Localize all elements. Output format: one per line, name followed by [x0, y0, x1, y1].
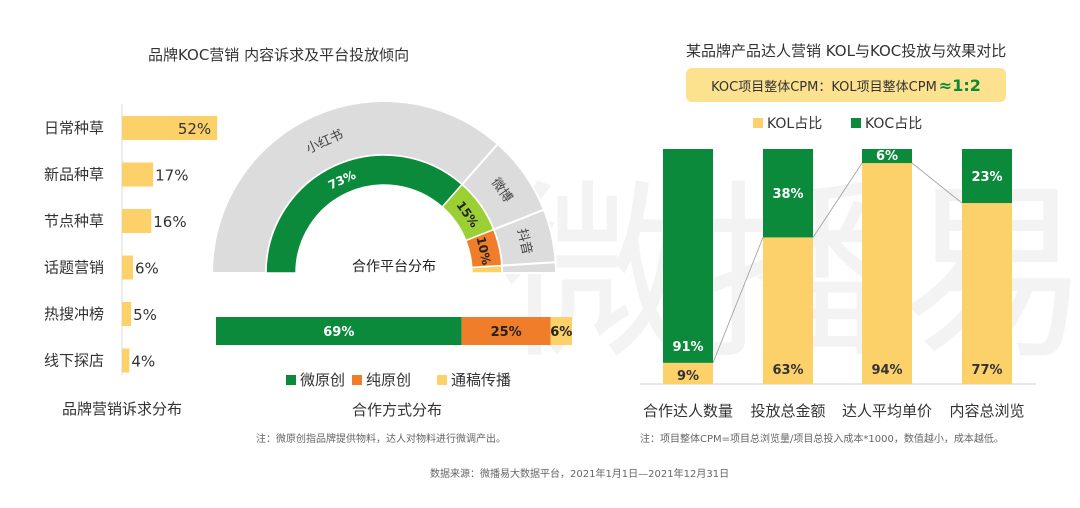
demand-category-label: 节点种草	[44, 212, 104, 230]
demand-value-label: 52%	[178, 120, 211, 138]
kol-bar-segment	[862, 163, 912, 384]
method-value-label: 6%	[550, 325, 572, 340]
koc-bar-segment	[862, 149, 912, 164]
koc-value-label: 91%	[672, 340, 703, 355]
kol-value-label: 9%	[677, 369, 699, 384]
platform-inner-segment-other	[471, 264, 503, 274]
kol-category-label: 投放总金额	[750, 402, 825, 420]
cpm-badge-text: KOC项目整体CPM：KOL项目整体CPM	[711, 79, 937, 95]
method-legend-swatch	[286, 375, 296, 385]
demand-chart-caption: 品牌营销诉求分布	[62, 400, 183, 418]
kol-connector-line	[712, 237, 764, 363]
kol-legend-swatch	[851, 118, 861, 128]
cpm-badge: KOC项目整体CPM：KOL项目整体CPM ≈1:2	[686, 68, 1006, 102]
kol-koc-stacked-chart: KOL占比 KOC占比 9% 91% 合作达人数量 63% 38% 投放总金额 94% 6% 达人平…	[640, 116, 1036, 420]
method-legend-swatch	[352, 375, 362, 385]
method-legend-label: 纯原创	[366, 371, 411, 389]
method-value-label: 69%	[323, 325, 354, 340]
kol-category-label: 合作达人数量	[643, 402, 733, 420]
method-segment	[550, 317, 572, 345]
kol-value-label: 77%	[971, 363, 1002, 378]
demand-bar	[122, 116, 218, 140]
demand-bar	[122, 348, 130, 373]
left-panel-title: 品牌KOC营销 内容诉求及平台投放倾向	[148, 46, 410, 64]
demand-value-label: 4%	[131, 353, 155, 371]
koc-value-label: 38%	[772, 187, 803, 202]
demand-category-label: 日常种草	[44, 119, 104, 137]
kol-bar-segment	[763, 237, 813, 384]
kol-connector-line	[812, 162, 863, 238]
platform-name-label: 抖音	[514, 227, 535, 256]
demand-bar	[122, 302, 132, 326]
koc-bar-segment	[962, 149, 1012, 204]
koc-value-label: 6%	[876, 149, 898, 164]
demand-category-label: 热搜冲榜	[44, 305, 104, 323]
right-panel-note: 注：项目整体CPM=项目总浏览量/项目总投入成本*1000，数值越小，成本越低。	[640, 434, 1004, 445]
method-value-label: 25%	[491, 325, 522, 340]
method-legend-swatch	[437, 375, 447, 385]
demand-value-label: 6%	[135, 260, 159, 278]
koc-bar-segment	[663, 149, 713, 363]
demand-value-label: 16%	[153, 213, 186, 231]
demand-value-label: 17%	[155, 167, 188, 185]
kol-bar-segment	[663, 362, 713, 384]
left-panel-note: 注：微原创指品牌提供物料，达人对物料进行微调产出。	[256, 434, 506, 445]
right-panel-title: 某品牌产品达人营销 KOL与KOC投放与效果对比	[686, 42, 1007, 60]
koc-value-label: 23%	[971, 170, 1002, 185]
method-segment	[216, 317, 462, 345]
method-chart-caption: 合作方式分布	[352, 401, 443, 419]
kol-value-label: 94%	[871, 363, 902, 378]
demand-bar-chart: 日常种草 52% 新品种草 17% 节点种草 16% 话题营销 6% 热搜冲榜 5% 线下探店 4%	[44, 104, 218, 375]
kol-category-label: 达人平均单价	[842, 402, 932, 420]
kol-bar-segment	[962, 203, 1012, 384]
koc-bar-segment	[763, 149, 813, 238]
platform-center-label: 合作平台分布	[352, 259, 436, 275]
kol-legend-label: KOL占比	[767, 116, 822, 132]
kol-category-label: 内容总浏览	[949, 402, 1024, 420]
kol-legend-label: KOC占比	[865, 116, 922, 132]
method-stacked-bar: 69% 25% 6% 微原创 纯原创 通稿传播	[216, 317, 572, 389]
demand-category-label: 新品种草	[44, 166, 104, 184]
method-legend-label: 通稿传播	[451, 371, 511, 389]
demand-value-label: 5%	[133, 306, 157, 324]
demand-category-label: 话题营销	[44, 259, 104, 277]
cpm-ratio: ≈1:2	[938, 75, 981, 95]
kol-value-label: 63%	[772, 363, 803, 378]
method-segment	[461, 317, 551, 345]
platform-value-label: 10%	[474, 235, 494, 266]
demand-bar	[122, 162, 154, 187]
demand-category-label: 线下探店	[44, 352, 104, 370]
method-legend-label: 微原创	[300, 371, 345, 389]
demand-bar	[122, 209, 152, 233]
kol-connector-line	[911, 162, 963, 204]
data-source: 数据来源：微播易大数据平台，2021年1月1日—2021年12月31日	[430, 469, 730, 480]
demand-bar	[122, 255, 133, 280]
kol-legend-swatch	[753, 118, 763, 128]
